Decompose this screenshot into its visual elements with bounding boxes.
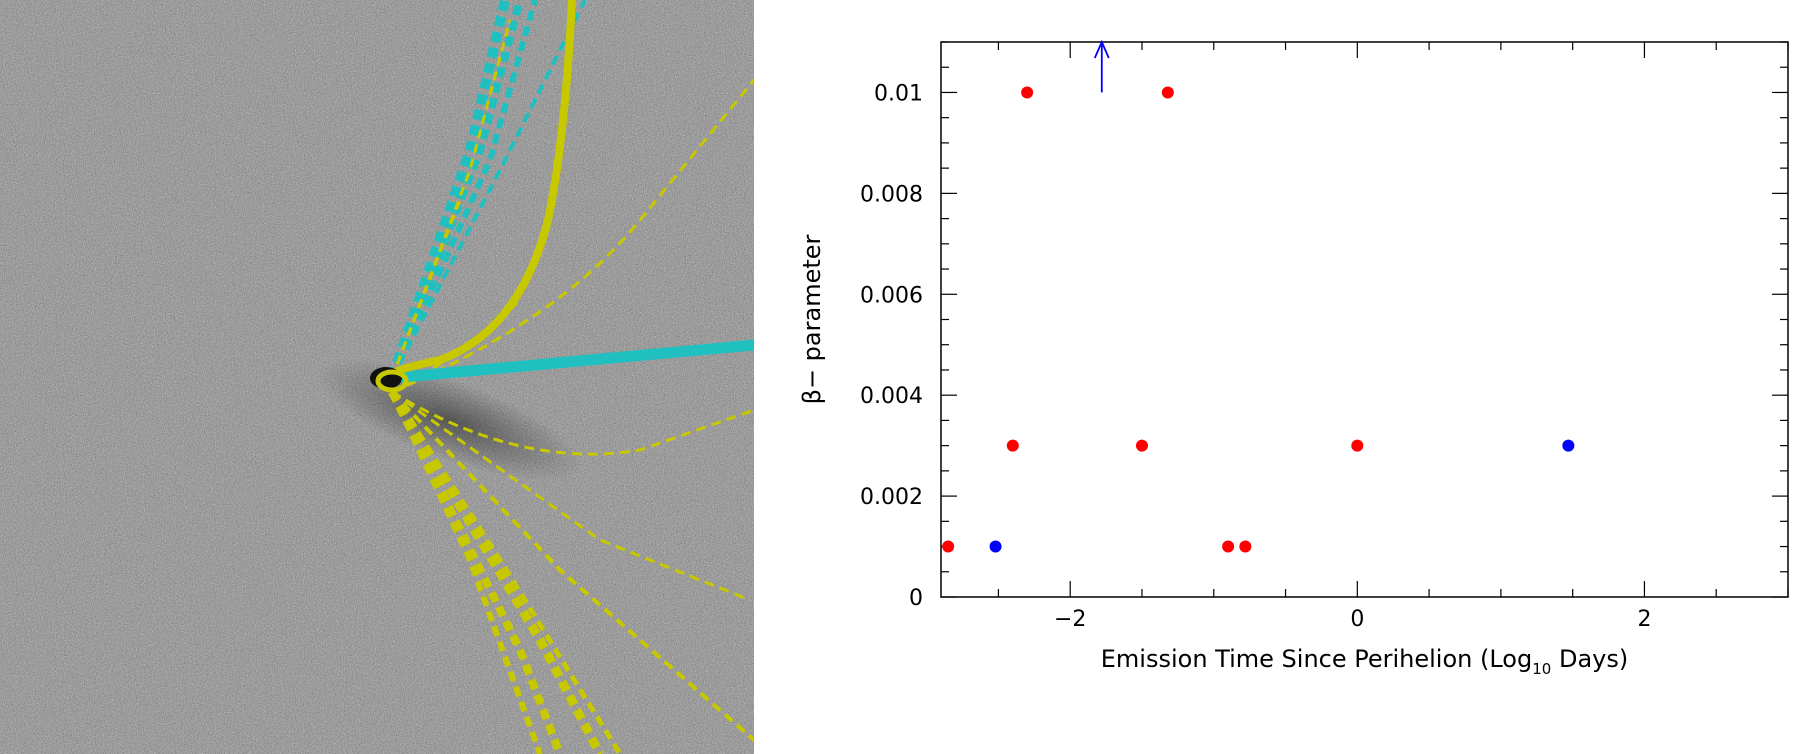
syndyne-curve [372, 0, 576, 386]
comet-image-panel [0, 0, 754, 754]
x-tick-label: −2 [1054, 607, 1086, 632]
x-axis-label: Emission Time Since Perihelion (Log10 Da… [1101, 645, 1628, 678]
y-tick-label: 0.006 [860, 283, 923, 308]
y-tick-label: 0 [909, 586, 923, 611]
y-tick-label: 0.008 [860, 182, 923, 207]
upper-limit-arrow-head [1093, 39, 1110, 59]
data-point [1222, 540, 1235, 553]
data-point [1006, 439, 1019, 452]
y-tick-label: 0.01 [874, 81, 923, 106]
data-point [1351, 439, 1364, 452]
data-point [942, 540, 955, 553]
plot-area: −2 0 2 0 0.002 0.004 0.006 0.008 0.01 [860, 39, 1789, 632]
y-tick-label: 0.004 [860, 384, 923, 409]
data-point [989, 540, 1002, 553]
x-tick-label: 0 [1350, 607, 1364, 632]
nucleus-ring [375, 369, 409, 393]
data-point [1161, 86, 1174, 99]
beta-scatter-chart: −2 0 2 0 0.002 0.004 0.006 0.008 0.01 Emission T… [798, 39, 1789, 678]
plot-frame [940, 41, 1789, 598]
data-point [1021, 86, 1034, 99]
dashed-yellow-upper [390, 19, 512, 379]
synchrone-line [391, 339, 754, 384]
y-tick-label: 0.002 [860, 485, 923, 510]
data-point [1239, 540, 1252, 553]
data-point [1135, 439, 1148, 452]
x-tick-label: 2 [1637, 607, 1651, 632]
data-point [1562, 439, 1575, 452]
y-axis-label: β− parameter [798, 234, 826, 404]
